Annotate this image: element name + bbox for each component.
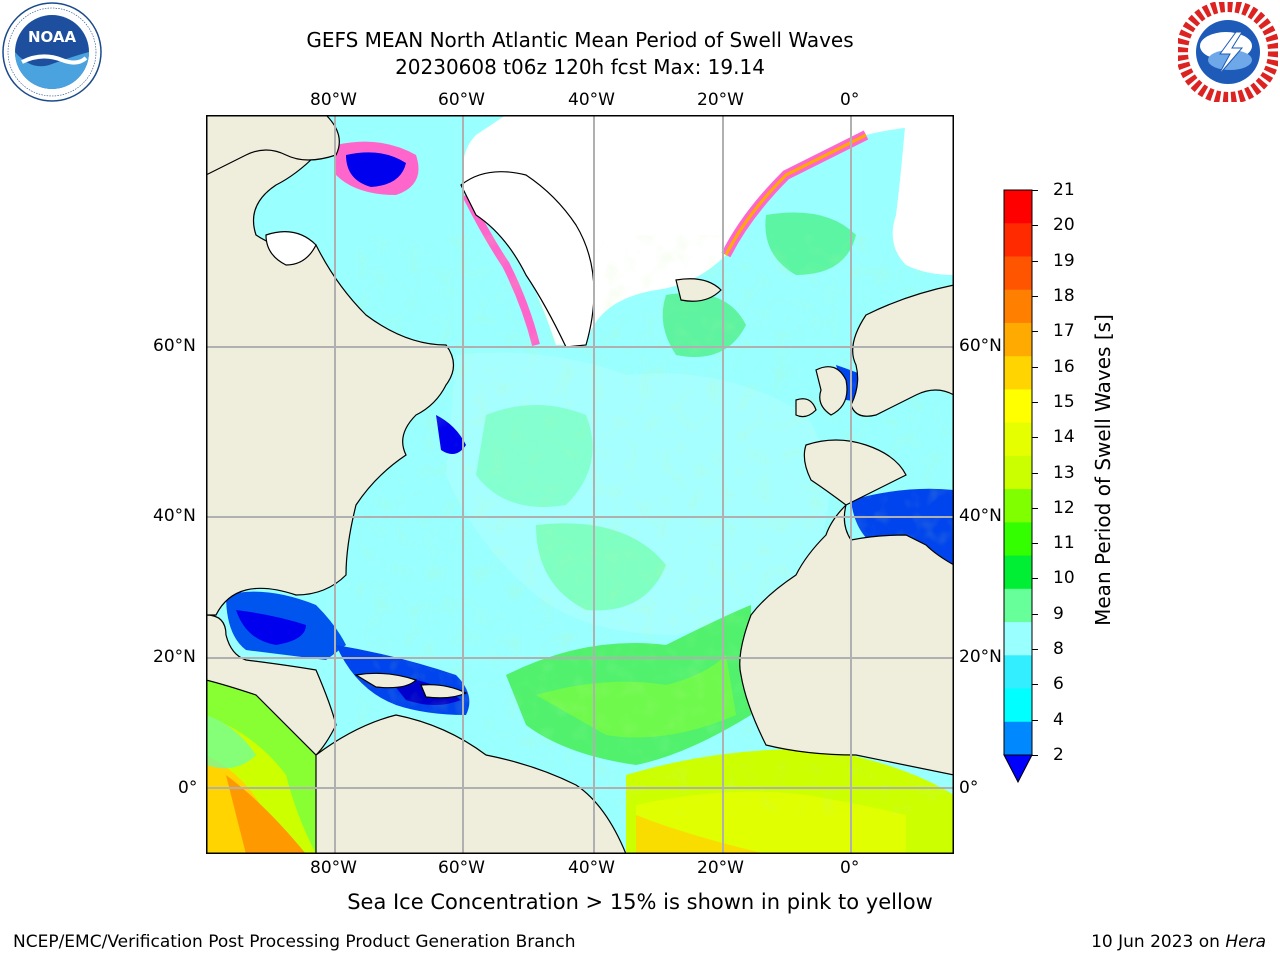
map-frame xyxy=(206,115,954,854)
colorbar-band xyxy=(1004,655,1032,690)
graticule xyxy=(206,115,954,854)
lon-label-bottom-60w: 60°W xyxy=(438,858,485,878)
lat-label-left-0: 0° xyxy=(178,778,198,798)
lat-label-left-40n: 40°N xyxy=(153,506,196,526)
colorbar-svg xyxy=(1003,189,1033,784)
colorbar-tick-mark xyxy=(1032,260,1038,262)
lat-label-right-60n: 60°N xyxy=(959,336,1002,356)
colorbar-tick-label: 13 xyxy=(1053,462,1075,483)
colorbar-tick-label: 2 xyxy=(1053,745,1064,765)
colorbar-tick-label: 16 xyxy=(1053,356,1075,377)
ice-note: Sea Ice Concentration > 15% is shown in … xyxy=(347,890,933,914)
colorbar-band xyxy=(1004,489,1032,523)
footer-credit: NCEP/EMC/Verification Post Processing Pr… xyxy=(13,932,576,952)
lat-label-left-60n: 60°N xyxy=(153,336,196,356)
colorbar-band xyxy=(1004,256,1032,291)
colorbar-tick-mark xyxy=(1032,719,1038,721)
colorbar-tick-label: 15 xyxy=(1053,391,1075,412)
colorbar-tick-mark xyxy=(1032,755,1038,756)
lat-label-right-40n: 40°N xyxy=(959,506,1002,526)
lon-label-top-0: 0° xyxy=(840,90,860,110)
map-title: GEFS MEAN North Atlantic Mean Period of … xyxy=(306,28,854,52)
footer-date: 10 Jun 2023 on Hera xyxy=(1091,932,1266,952)
colorbar-tick-label: 14 xyxy=(1053,427,1075,448)
colorbar-tick-mark xyxy=(1032,190,1038,191)
colorbar-tick-mark xyxy=(1032,331,1038,333)
map-panel xyxy=(206,115,954,854)
colorbar-tick-label: 4 xyxy=(1053,709,1064,730)
colorbar-band xyxy=(1004,322,1032,357)
map-svg xyxy=(206,115,954,854)
colorbar-tick-mark xyxy=(1032,366,1038,368)
colorbar-tick-mark xyxy=(1032,437,1038,439)
colorbar-tick-mark xyxy=(1032,543,1038,545)
colorbar-band xyxy=(1004,721,1032,756)
lon-label-bottom-80w: 80°W xyxy=(310,858,357,878)
colorbar-tick-label: 18 xyxy=(1053,285,1075,306)
colorbar-tick-mark xyxy=(1032,225,1038,227)
colorbar-tick-label: 10 xyxy=(1053,568,1075,589)
colorbar-tick-label: 12 xyxy=(1053,497,1075,518)
colorbar-band xyxy=(1004,289,1032,324)
map-subtitle: 20230608 t06z 120h fcst Max: 19.14 xyxy=(395,55,765,79)
colorbar-tick-label: 17 xyxy=(1053,321,1075,342)
colorbar-extend-arrow xyxy=(1003,754,1033,784)
colorbar-tick-mark xyxy=(1032,295,1038,297)
colorbar-band xyxy=(1004,422,1032,457)
colorbar-band xyxy=(1004,622,1032,656)
noaa-logo: NOAA xyxy=(2,2,102,102)
lat-label-right-0: 0° xyxy=(959,778,979,798)
colorbar-label: Mean Period of Swell Waves [s] xyxy=(1091,314,1115,626)
footer-machine: Hera xyxy=(1225,932,1266,952)
colorbar-band xyxy=(1004,555,1032,590)
nws-logo xyxy=(1176,0,1280,104)
colorbar-band xyxy=(1004,190,1032,224)
lat-label-right-20n: 20°N xyxy=(959,647,1002,667)
colorbar-ticks: 21 20 19 18 17 16 15 14 13 12 11 10 9 8 6 4 2 xyxy=(1032,180,1085,770)
colorbar-tick-mark xyxy=(1032,613,1038,615)
colorbar-tick-mark xyxy=(1032,507,1038,509)
land xyxy=(206,115,954,854)
lon-label-bottom-20w: 20°W xyxy=(697,858,744,878)
colorbar-band xyxy=(1004,389,1032,424)
colorbar-tick-label: 11 xyxy=(1053,533,1075,554)
colorbar-tick-mark xyxy=(1032,472,1038,474)
lon-label-top-60w: 60°W xyxy=(438,90,485,110)
lon-label-bottom-40w: 40°W xyxy=(568,858,615,878)
colorbar-tick-mark xyxy=(1032,684,1038,686)
colorbar-tick-label: 20 xyxy=(1053,215,1075,236)
colorbar-tick-label: 6 xyxy=(1053,674,1064,695)
lon-label-top-20w: 20°W xyxy=(697,90,744,110)
lon-label-top-40w: 40°W xyxy=(568,90,615,110)
colorbar-tick-mark xyxy=(1032,578,1038,580)
colorbar-band xyxy=(1004,588,1032,623)
colorbar-tick-label: 9 xyxy=(1053,603,1064,624)
lon-label-bottom-0: 0° xyxy=(840,858,860,878)
colorbar-tick-label: 19 xyxy=(1053,250,1075,271)
lat-label-left-20n: 20°N xyxy=(153,647,196,667)
colorbar-tick-label: 21 xyxy=(1053,180,1075,200)
colorbar-label-wrap: Mean Period of Swell Waves [s] xyxy=(1083,314,1123,626)
lon-label-top-80w: 80°W xyxy=(310,90,357,110)
colorbar-band xyxy=(1004,688,1032,723)
colorbar-band xyxy=(1004,356,1032,390)
noaa-logo-text: NOAA xyxy=(28,28,77,46)
colorbar xyxy=(1000,185,1040,785)
colorbar-tick-mark xyxy=(1032,649,1038,651)
colorbar-band xyxy=(1004,223,1032,257)
colorbar-tick-mark xyxy=(1032,401,1038,403)
footer-date-text: 10 Jun 2023 on xyxy=(1091,932,1226,952)
colorbar-tick-label: 8 xyxy=(1053,639,1064,660)
colorbar-band xyxy=(1004,522,1032,557)
colorbar-band xyxy=(1004,455,1032,490)
